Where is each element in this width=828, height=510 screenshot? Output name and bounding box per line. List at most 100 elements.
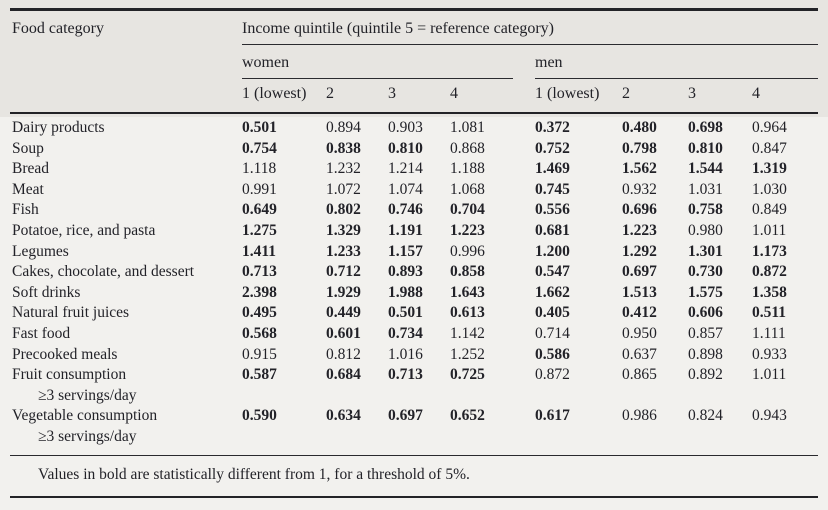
- women-q3-value: 0.697: [388, 407, 423, 425]
- food-category-sublabel: ≥3 servings/day: [38, 386, 137, 404]
- men-q4-value: 0.847: [752, 139, 787, 157]
- women-q1-value: 1.411: [242, 242, 277, 260]
- women-q3-header: 3: [388, 79, 450, 114]
- food-category-label: Fast food: [12, 324, 71, 342]
- women-q2-value: 0.449: [326, 304, 361, 322]
- women-q4-value: 1.142: [450, 324, 485, 342]
- men-q3-value: 0.606: [688, 304, 723, 322]
- results-table: Food category Income quintile (quintile …: [10, 8, 818, 450]
- men-q4-value: 0.511: [752, 304, 787, 322]
- men-group-header: men: [535, 45, 818, 79]
- men-q2-value: 1.562: [622, 160, 657, 178]
- table-header: Food category Income quintile (quintile …: [10, 9, 818, 114]
- food-category-label: Vegetable consumption ≥3 servings/day: [10, 406, 242, 449]
- table-row: Natural fruit juices 0.495 0.449 0.501 0.613…: [10, 303, 818, 324]
- table-row: Soft drinks 2.398 1.929 1.988 1.643 1.662 1.51…: [10, 283, 818, 304]
- men-q4-value: 0.943: [752, 407, 787, 425]
- men-q4-value: 1.111: [752, 324, 786, 342]
- women-q4-value: 1.081: [450, 119, 485, 136]
- women-q2-value: 0.684: [326, 366, 361, 384]
- men-q2-value: 0.932: [622, 180, 657, 198]
- men-q2-value: 0.986: [622, 407, 657, 425]
- women-q3-value: 1.016: [388, 345, 423, 363]
- men-q4-value: 0.964: [752, 119, 787, 136]
- men-q1-value: 0.405: [535, 304, 570, 322]
- food-category-header: Food category: [10, 9, 242, 114]
- women-q1-value: 0.590: [242, 407, 277, 425]
- men-q4-header: 4: [752, 79, 818, 114]
- men-q1-value: 0.372: [535, 119, 570, 136]
- women-q3-value: 1.074: [388, 180, 423, 198]
- food-category-label: Fish: [12, 201, 39, 219]
- men-q1-value: 0.872: [535, 366, 570, 384]
- food-category-label: Soup: [12, 139, 44, 157]
- women-q2-value: 1.232: [326, 160, 361, 178]
- men-q1-value: 0.745: [535, 180, 570, 198]
- women-q3-value: 1.191: [388, 221, 423, 239]
- table-row: Precooked meals 0.915 0.812 1.016 1.252 0.586…: [10, 345, 818, 366]
- women-q3-value: 1.214: [388, 160, 423, 178]
- table-row: Potatoe, rice, and pasta 1.275 1.329 1.191 1…: [10, 221, 818, 242]
- men-q2-value: 0.950: [622, 324, 657, 342]
- men-q3-value: 0.898: [688, 345, 723, 363]
- men-q2-value: 1.223: [622, 221, 657, 239]
- men-group-label: men: [535, 54, 818, 79]
- women-q4-value: 0.652: [450, 407, 485, 425]
- table-row: Legumes 1.411 1.233 1.157 0.996 1.200 1.292 1.3…: [10, 242, 818, 263]
- table-row: Fish 0.649 0.802 0.746 0.704 0.556 0.696 0.758 0…: [10, 200, 818, 221]
- women-q4-value: 1.643: [450, 283, 485, 301]
- table-row: Fruit consumption ≥3 servings/day 0.587 0.6…: [10, 365, 818, 406]
- men-q1-value: 0.547: [535, 263, 570, 281]
- men-q3-value: 1.544: [688, 160, 723, 178]
- women-q2-value: 0.601: [326, 324, 361, 342]
- men-q1-value: 1.200: [535, 242, 570, 260]
- women-q3-value: 0.903: [388, 119, 423, 136]
- women-q1-value: 0.568: [242, 324, 277, 342]
- women-q2-value: 1.233: [326, 242, 361, 260]
- women-q3-value: 0.810: [388, 139, 423, 157]
- men-q4-value: 1.173: [752, 242, 787, 260]
- men-q1-header: 1 (lowest): [535, 79, 622, 114]
- men-q1-value: 1.662: [535, 283, 570, 301]
- men-q2-value: 0.697: [622, 263, 657, 281]
- men-q4-value: 0.849: [752, 201, 787, 219]
- women-q4-value: 0.858: [450, 263, 485, 281]
- women-q1-value: 0.991: [242, 180, 277, 198]
- food-category-label: Precooked meals: [12, 345, 118, 363]
- table-row: Bread 1.118 1.232 1.214 1.188 1.469 1.562 1.544…: [10, 159, 818, 180]
- men-q3-value: 0.824: [688, 407, 723, 425]
- women-q1-value: 0.495: [242, 304, 277, 322]
- men-q3-header: 3: [688, 79, 752, 114]
- women-q3-value: 1.988: [388, 283, 423, 301]
- men-q1-value: 0.556: [535, 201, 570, 219]
- women-q3-value: 0.501: [388, 304, 423, 322]
- men-q2-value: 1.513: [622, 283, 657, 301]
- women-q2-header: 2: [326, 79, 388, 114]
- footnote: Values in bold are statistically differe…: [38, 465, 470, 483]
- men-q2-value: 0.412: [622, 304, 657, 322]
- women-q2-value: 0.712: [326, 263, 361, 281]
- men-q2-value: 1.292: [622, 242, 657, 260]
- food-category-label: Bread: [12, 160, 50, 178]
- men-q1-value: 0.714: [535, 324, 570, 342]
- food-category-label: Dairy products: [12, 119, 105, 136]
- men-q3-value: 1.301: [688, 242, 723, 260]
- men-q2-value: 0.798: [622, 139, 657, 157]
- men-q1-value: 0.617: [535, 407, 570, 425]
- women-q1-value: 2.398: [242, 283, 277, 301]
- food-category-label: Soft drinks: [12, 283, 81, 301]
- table-row: Meat 0.991 1.072 1.074 1.068 0.745 0.932 1.031 1…: [10, 180, 818, 201]
- men-q4-value: 1.011: [752, 221, 787, 239]
- men-q1-value: 1.469: [535, 160, 570, 178]
- men-q3-value: 1.031: [688, 180, 723, 198]
- women-q4-value: 0.704: [450, 201, 485, 219]
- women-q3-value: 0.746: [388, 201, 423, 219]
- women-q3-value: 1.157: [388, 242, 423, 260]
- women-q2-value: 0.838: [326, 139, 361, 157]
- women-q4-value: 1.223: [450, 221, 485, 239]
- men-q4-value: 0.872: [752, 263, 787, 281]
- footnote-divider: [10, 454, 818, 456]
- men-q3-value: 0.730: [688, 263, 723, 281]
- women-q4-value: 1.252: [450, 345, 485, 363]
- women-q2-value: 1.072: [326, 180, 361, 198]
